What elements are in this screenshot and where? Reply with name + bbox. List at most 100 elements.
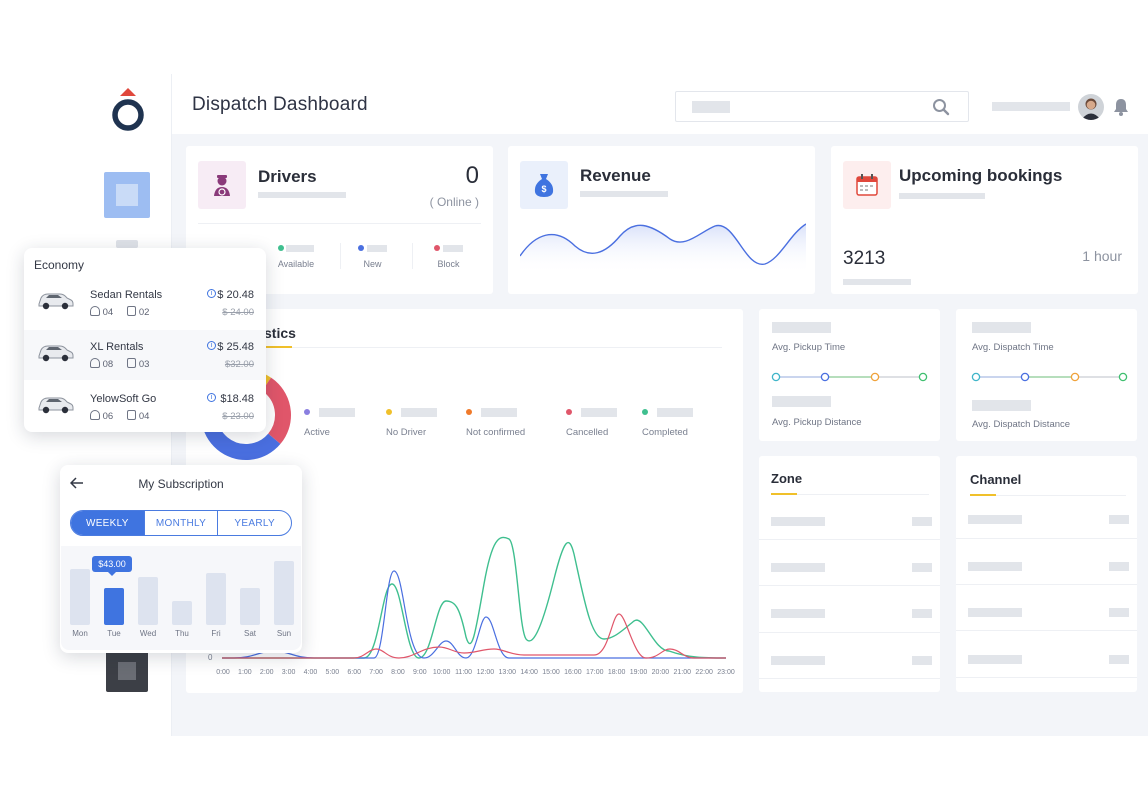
search-icon[interactable] — [932, 98, 950, 121]
car-icon — [36, 289, 74, 316]
seats-icon — [90, 410, 100, 420]
sidebar-item-dashboard[interactable] — [104, 172, 150, 218]
x-tick-label: 21:00 — [673, 669, 692, 676]
period-toggle: WEEKLY MONTHLY YEARLY — [70, 510, 292, 536]
bookings-title: Upcoming bookings — [899, 166, 1063, 185]
subscription-bar[interactable] — [240, 588, 260, 625]
bell-icon[interactable] — [1112, 97, 1130, 122]
x-tick-label: 1:00 — [238, 669, 252, 676]
pickup-card: Avg. Pickup Time Avg. Pickup Distance — [759, 309, 940, 441]
pickup-time-value — [772, 322, 831, 333]
x-tick-label: 4:00 — [303, 669, 318, 676]
money-bag-icon: $ — [534, 174, 554, 197]
day-label: Tue — [107, 629, 121, 638]
subscription-bar[interactable] — [274, 561, 294, 625]
back-arrow-icon[interactable] — [69, 476, 84, 494]
bookings-card: Upcoming bookings 3213 1 hour — [831, 146, 1138, 294]
info-icon[interactable]: i — [207, 289, 216, 298]
economy-item-capacity: 04 02 — [90, 306, 149, 318]
statistics-legend-item: Completed — [642, 407, 732, 438]
x-tick-label: 14:00 — [520, 669, 538, 676]
app-logo[interactable] — [110, 86, 146, 139]
statistics-legend-item: Cancelled — [566, 407, 656, 438]
price-tooltip: $43.00 — [92, 556, 132, 572]
economy-item[interactable]: YelowSoft Go 06 04 i $18.48 $ 23.00 — [24, 382, 266, 432]
drivers-title: Drivers — [258, 167, 317, 186]
economy-panel: Economy Sedan Rentals 04 02 i $ 20.48 $ 24.… — [24, 248, 266, 432]
economy-item-name: YelowSoft Go — [90, 393, 157, 405]
economy-item-old-price: $ 23.00 — [222, 411, 254, 422]
dispatch-card: Avg. Dispatch Time Avg. Dispatch Distanc… — [956, 309, 1137, 441]
subscription-bar[interactable] — [206, 573, 226, 625]
drivers-legend-new: New — [340, 243, 404, 269]
revenue-card: $ Revenue — [508, 146, 815, 294]
info-icon[interactable]: i — [207, 393, 216, 402]
x-tick-label: 18:00 — [607, 669, 626, 676]
pickup-distance-value — [772, 396, 831, 407]
drivers-status: ( Online ) — [429, 195, 479, 209]
x-tick-label: 5:00 — [325, 669, 340, 676]
economy-item-price: $ 25.48 — [217, 341, 254, 353]
x-tick-label: 16:00 — [564, 669, 582, 676]
drivers-subtitle — [258, 192, 346, 198]
user-name — [992, 102, 1070, 111]
bookings-icon-box — [843, 161, 891, 209]
avatar[interactable] — [1078, 94, 1104, 120]
calendar-icon — [856, 174, 878, 196]
tab-monthly[interactable]: MONTHLY — [143, 511, 219, 535]
economy-item-old-price: $32.00 — [224, 359, 254, 370]
search-placeholder — [692, 101, 730, 113]
revenue-sparkline — [520, 223, 806, 274]
seats-count: 04 — [102, 307, 114, 318]
x-tick-label: 6:00 — [347, 669, 362, 676]
x-tick-label: 7:00 — [369, 669, 383, 676]
x-tick-label: 19:00 — [629, 669, 648, 676]
seats-count: 08 — [102, 359, 114, 370]
driver-icon-box — [198, 161, 246, 209]
sidebar-item-bottom[interactable] — [106, 650, 148, 692]
x-tick-label: 9:00 — [413, 669, 427, 676]
car-icon — [36, 341, 74, 368]
subscription-bar[interactable] — [172, 601, 192, 625]
subscription-title: My Subscription — [138, 477, 224, 491]
subscription-bar[interactable] — [138, 577, 158, 625]
zone-title: Zone — [771, 471, 803, 486]
sidebar-item[interactable] — [116, 240, 138, 248]
channel-title: Channel — [970, 472, 1022, 487]
x-tick-label: 17:00 — [586, 669, 604, 676]
subscription-bar[interactable] — [104, 588, 124, 625]
dispatch-time-value — [972, 322, 1031, 333]
seats-count: 06 — [102, 411, 114, 422]
info-icon[interactable]: i — [207, 341, 216, 350]
seats-icon — [90, 306, 100, 316]
day-label: Fri — [211, 629, 221, 638]
economy-item[interactable]: XL Rentals 08 03 i $ 25.48 $32.00 — [24, 330, 266, 380]
bags-count: 03 — [138, 359, 150, 370]
zone-card: Zone — [759, 456, 940, 692]
revenue-icon-box: $ — [520, 161, 568, 209]
tab-weekly[interactable]: WEEKLY — [71, 511, 144, 535]
tab-yearly[interactable]: YEARLY — [234, 517, 275, 529]
x-tick-label: 2:00 — [259, 669, 274, 676]
x-tick-label: 20:00 — [651, 669, 670, 676]
svg-text:$: $ — [541, 184, 546, 194]
day-label: Wed — [139, 629, 157, 638]
x-tick-label: 23:00 — [717, 669, 735, 676]
drivers-legend-block: Block — [412, 243, 484, 269]
economy-item[interactable]: Sedan Rentals 04 02 i $ 20.48 $ 24.00 — [24, 278, 266, 328]
statistics-legend-item: Active — [304, 407, 394, 438]
search-input[interactable] — [675, 91, 969, 122]
day-label: Sun — [276, 629, 292, 638]
dispatch-distance-label: Avg. Dispatch Distance — [972, 419, 1071, 430]
x-tick-label: 8:00 — [391, 669, 405, 676]
bags-count: 02 — [138, 307, 150, 318]
economy-title: Economy — [34, 258, 85, 272]
day-label: Sat — [243, 629, 256, 638]
subscription-bar[interactable] — [70, 569, 90, 625]
bookings-subtitle — [899, 193, 985, 199]
top-bar — [172, 74, 1148, 134]
day-label: Thu — [175, 629, 189, 638]
revenue-title: Revenue — [580, 166, 651, 185]
driver-icon — [214, 175, 230, 196]
bookings-time: 1 hour — [1082, 248, 1122, 264]
